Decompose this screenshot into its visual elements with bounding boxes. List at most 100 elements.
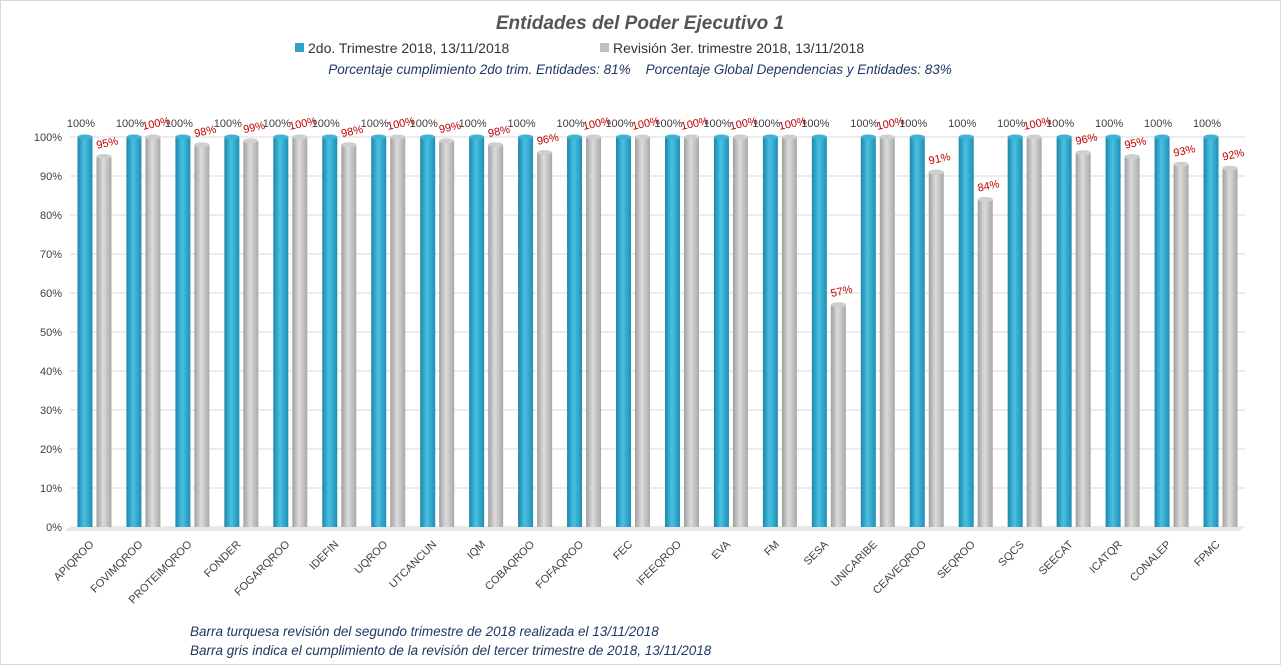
data-label-3er-trimestre: 100% [1023, 115, 1053, 133]
bar-3er-trimestre [1173, 164, 1189, 528]
x-category-label: FPMC [1192, 539, 1223, 570]
bar-cap [683, 134, 699, 140]
bar-cap [126, 134, 142, 140]
data-label-2do-trimestre: 100% [361, 118, 389, 130]
x-category-label: SEQROO [935, 538, 978, 581]
data-label-3er-trimestre: 95% [1123, 135, 1147, 151]
bar-cap [292, 134, 308, 140]
x-category-label: FEC [611, 539, 635, 563]
bar-cap [77, 134, 93, 140]
data-label-3er-trimestre: 96% [1074, 131, 1098, 147]
bar-2do-trimestre [322, 137, 338, 527]
bar-cap [958, 134, 974, 140]
bar-cap [909, 134, 925, 140]
data-label-3er-trimestre: 92% [1221, 147, 1245, 163]
bar-cap [224, 134, 240, 140]
data-label-3er-trimestre: 93% [1172, 143, 1196, 159]
bar-3er-trimestre [977, 199, 993, 527]
bar-cap [1105, 134, 1121, 140]
bar-cap [322, 134, 338, 140]
bar-cap [1203, 134, 1219, 140]
bar-cap [879, 134, 895, 140]
data-label-2do-trimestre: 100% [67, 118, 95, 130]
y-axis: 0% 10% 20% 30% 40% 50% 60% 70% 80% 90% 100% [34, 132, 62, 534]
x-category-label: UQROO [352, 538, 390, 576]
data-label-3er-trimestre: 100% [386, 115, 416, 133]
data-label-2do-trimestre: 100% [850, 118, 878, 130]
bar-cap [762, 134, 778, 140]
data-label-2do-trimestre: 100% [1193, 118, 1221, 130]
bar-cap [537, 150, 553, 156]
bar-2do-trimestre [371, 137, 387, 527]
bar-3er-trimestre [683, 137, 699, 527]
data-label-3er-trimestre: 100% [288, 115, 318, 133]
data-label-3er-trimestre: 100% [876, 115, 906, 133]
data-label-2do-trimestre: 100% [605, 118, 633, 130]
x-category-label: UNICARIBE [829, 539, 880, 590]
data-label-3er-trimestre: 100% [778, 115, 808, 133]
bar-cap [1007, 134, 1023, 140]
y-tick-label: 0% [46, 522, 62, 534]
chart-floor [64, 527, 1245, 531]
bar-2do-trimestre [567, 137, 583, 527]
gridlines [64, 136, 1245, 531]
bar-2do-trimestre [762, 137, 778, 527]
bar-2do-trimestre [420, 137, 436, 527]
bar-cap [1056, 134, 1072, 140]
bar-2do-trimestre [1056, 137, 1072, 527]
bar-3er-trimestre [586, 137, 602, 527]
bar-cap [713, 134, 729, 140]
legend-label-series-2: Revisión 3er. trimestre 2018, 13/11/2018 [613, 40, 864, 56]
bar-3er-trimestre [1124, 156, 1140, 527]
bar-3er-trimestre [292, 137, 308, 527]
bar-cap [194, 142, 210, 148]
bar-3er-trimestre [439, 140, 455, 527]
data-label-2do-trimestre: 100% [703, 118, 731, 130]
data-label-3er-trimestre: 98% [487, 124, 511, 140]
bar-cap [273, 134, 289, 140]
bar-cap [1075, 150, 1091, 156]
data-label-3er-trimestre: 98% [340, 124, 364, 140]
bar-cap [781, 134, 797, 140]
bar-2do-trimestre [1154, 137, 1170, 527]
bar-3er-trimestre [635, 137, 651, 527]
bar-2do-trimestre [224, 137, 240, 527]
y-tick-label: 60% [40, 288, 62, 300]
chart-title: Entidades del Poder Ejecutivo 1 [496, 13, 784, 34]
bar-cap [616, 134, 632, 140]
y-tick-label: 20% [40, 444, 62, 456]
bar-cap [860, 134, 876, 140]
bar-2do-trimestre [1203, 137, 1219, 527]
x-category-label: IQM [465, 539, 488, 562]
x-category-label: FM [762, 539, 782, 559]
bar-2do-trimestre [273, 137, 289, 527]
y-tick-label: 90% [40, 171, 62, 183]
bar-3er-trimestre [341, 144, 357, 528]
data-label-3er-trimestre: 95% [95, 135, 119, 151]
bar-2do-trimestre [664, 137, 680, 527]
data-label-2do-trimestre: 100% [214, 118, 242, 130]
y-tick-label: 70% [40, 249, 62, 261]
data-label-3er-trimestre: 96% [536, 131, 560, 147]
x-category-label: UTCANCUN [387, 539, 439, 591]
bars [77, 134, 1238, 528]
data-label-2do-trimestre: 100% [948, 118, 976, 130]
bar-cap [928, 169, 944, 175]
data-label-3er-trimestre: 100% [582, 115, 612, 133]
bar-3er-trimestre [1075, 152, 1091, 527]
data-label-2do-trimestre: 100% [165, 118, 193, 130]
data-label-3er-trimestre: 100% [141, 115, 171, 133]
y-tick-label: 100% [34, 132, 62, 144]
bar-3er-trimestre [1222, 168, 1238, 527]
bar-3er-trimestre [488, 144, 504, 528]
data-label-2do-trimestre: 100% [508, 118, 536, 130]
data-label-2do-trimestre: 100% [1095, 118, 1123, 130]
legend: 2do. Trimestre 2018, 13/11/2018 Revisión… [295, 40, 864, 56]
legend-swatch-series-2 [600, 43, 609, 52]
data-label-2do-trimestre: 100% [556, 118, 584, 130]
data-label-2do-trimestre: 100% [899, 118, 927, 130]
y-tick-label: 30% [40, 405, 62, 417]
x-category-label: FONDER [202, 539, 243, 580]
bar-cap [977, 196, 993, 202]
